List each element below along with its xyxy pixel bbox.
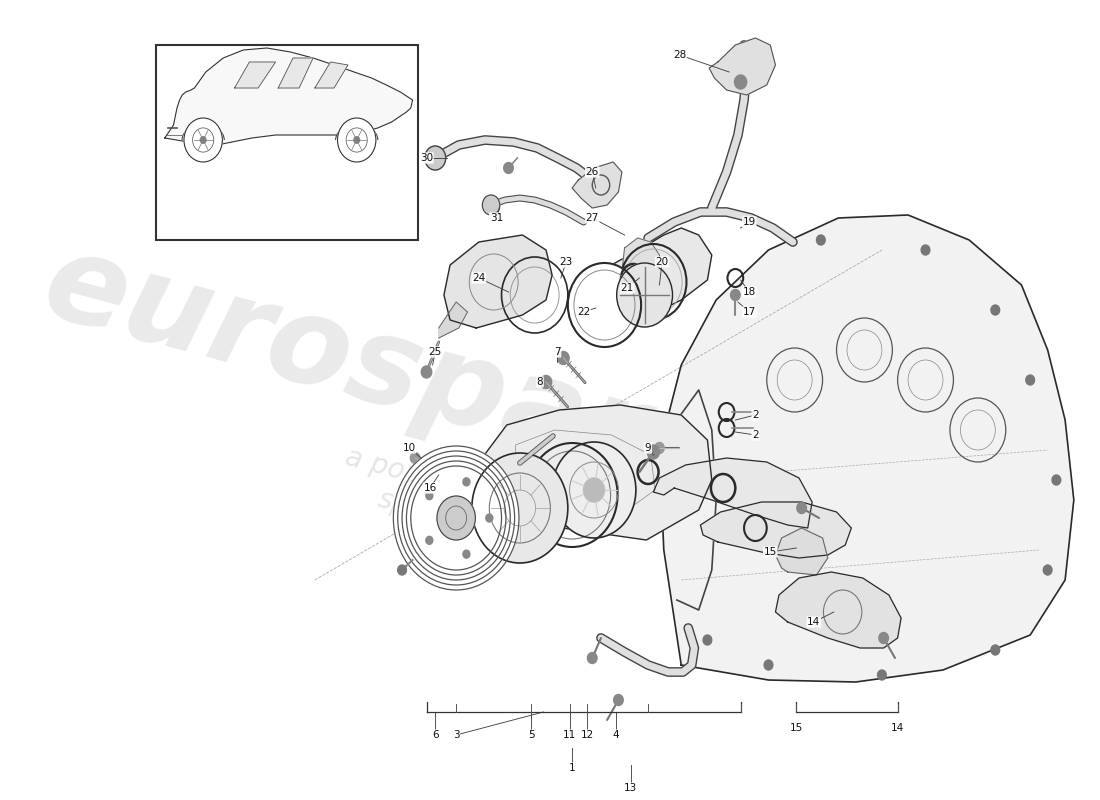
Polygon shape bbox=[568, 228, 712, 315]
Circle shape bbox=[991, 305, 1000, 315]
Polygon shape bbox=[315, 62, 348, 88]
Circle shape bbox=[558, 351, 569, 365]
Text: 2: 2 bbox=[752, 410, 759, 420]
Circle shape bbox=[796, 502, 806, 514]
Circle shape bbox=[583, 478, 605, 502]
Circle shape bbox=[540, 375, 552, 389]
Polygon shape bbox=[165, 48, 412, 145]
Circle shape bbox=[735, 75, 747, 89]
FancyBboxPatch shape bbox=[156, 45, 418, 240]
Text: 15: 15 bbox=[790, 723, 803, 733]
Text: 7: 7 bbox=[554, 347, 561, 357]
Circle shape bbox=[587, 653, 597, 663]
Text: since 1985: since 1985 bbox=[635, 444, 1008, 596]
Text: 2: 2 bbox=[752, 430, 759, 440]
Text: 16: 16 bbox=[424, 483, 437, 493]
Text: 26: 26 bbox=[585, 167, 598, 177]
Polygon shape bbox=[776, 528, 828, 575]
Circle shape bbox=[879, 633, 889, 643]
Circle shape bbox=[433, 466, 443, 478]
Circle shape bbox=[426, 536, 432, 544]
Circle shape bbox=[200, 137, 206, 143]
Polygon shape bbox=[278, 58, 314, 88]
Text: 14: 14 bbox=[807, 617, 821, 627]
Text: 8: 8 bbox=[537, 377, 543, 387]
Circle shape bbox=[502, 257, 568, 333]
Text: 14: 14 bbox=[891, 723, 904, 733]
Circle shape bbox=[552, 442, 636, 538]
Polygon shape bbox=[481, 405, 712, 540]
Polygon shape bbox=[234, 62, 276, 88]
Text: 9: 9 bbox=[645, 443, 651, 453]
Circle shape bbox=[437, 496, 475, 540]
Circle shape bbox=[878, 670, 887, 680]
Text: 4: 4 bbox=[613, 730, 619, 740]
Text: a porsche parts
specialist: a porsche parts specialist bbox=[333, 442, 558, 558]
Circle shape bbox=[647, 445, 659, 459]
Text: 17: 17 bbox=[742, 307, 756, 317]
Polygon shape bbox=[444, 235, 552, 328]
Circle shape bbox=[1026, 375, 1035, 385]
Circle shape bbox=[463, 478, 470, 486]
Text: 23: 23 bbox=[560, 257, 573, 267]
Circle shape bbox=[463, 550, 470, 558]
Circle shape bbox=[1043, 565, 1052, 575]
Circle shape bbox=[410, 453, 420, 463]
Circle shape bbox=[184, 118, 222, 162]
Text: 25: 25 bbox=[429, 347, 442, 357]
Text: 28: 28 bbox=[673, 50, 686, 60]
Text: 18: 18 bbox=[742, 287, 756, 297]
Circle shape bbox=[764, 660, 773, 670]
Text: 11: 11 bbox=[563, 730, 576, 740]
Text: 31: 31 bbox=[490, 213, 503, 223]
Text: 3: 3 bbox=[453, 730, 460, 740]
Circle shape bbox=[354, 137, 360, 143]
Polygon shape bbox=[776, 572, 901, 648]
Circle shape bbox=[614, 694, 624, 706]
Text: 21: 21 bbox=[620, 283, 634, 293]
Circle shape bbox=[426, 492, 432, 500]
Text: 13: 13 bbox=[624, 783, 637, 793]
Circle shape bbox=[338, 118, 376, 162]
Text: 5: 5 bbox=[528, 730, 535, 740]
Polygon shape bbox=[710, 38, 776, 95]
Circle shape bbox=[617, 263, 672, 327]
Circle shape bbox=[1052, 475, 1060, 485]
Circle shape bbox=[472, 453, 568, 563]
Polygon shape bbox=[439, 302, 468, 338]
Circle shape bbox=[816, 235, 825, 245]
Circle shape bbox=[486, 514, 493, 522]
Text: eurospares: eurospares bbox=[31, 223, 807, 537]
Circle shape bbox=[394, 446, 519, 590]
Text: 19: 19 bbox=[742, 217, 756, 227]
Text: 24: 24 bbox=[472, 273, 485, 283]
Circle shape bbox=[654, 442, 664, 454]
Circle shape bbox=[730, 290, 740, 301]
Circle shape bbox=[921, 245, 929, 255]
Circle shape bbox=[568, 263, 641, 347]
Polygon shape bbox=[621, 238, 659, 292]
Polygon shape bbox=[701, 502, 851, 558]
Circle shape bbox=[482, 195, 499, 215]
Text: 6: 6 bbox=[432, 730, 439, 740]
Circle shape bbox=[703, 635, 712, 645]
Text: 22: 22 bbox=[576, 307, 591, 317]
Circle shape bbox=[398, 565, 406, 575]
Text: 12: 12 bbox=[581, 730, 594, 740]
Text: 27: 27 bbox=[585, 213, 598, 223]
Polygon shape bbox=[659, 215, 1074, 682]
Text: 30: 30 bbox=[420, 153, 433, 163]
Text: 15: 15 bbox=[763, 547, 777, 557]
Text: 10: 10 bbox=[403, 443, 416, 453]
Circle shape bbox=[425, 146, 446, 170]
Polygon shape bbox=[653, 458, 812, 528]
Polygon shape bbox=[572, 162, 621, 208]
Text: 1: 1 bbox=[569, 763, 575, 773]
Circle shape bbox=[421, 366, 431, 378]
Text: 20: 20 bbox=[656, 257, 669, 267]
Circle shape bbox=[991, 645, 1000, 655]
Circle shape bbox=[504, 162, 514, 174]
